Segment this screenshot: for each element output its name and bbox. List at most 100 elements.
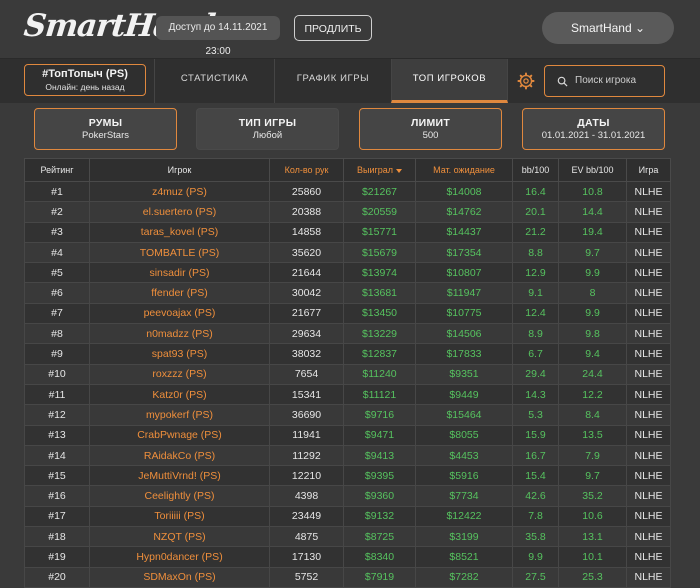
- cell-player[interactable]: z4muz (PS): [89, 180, 270, 203]
- cell-ev: $10775: [415, 302, 513, 325]
- tab-bar: #ТопТопыч (PS) Онлайн: день назад СТАТИС…: [0, 58, 700, 103]
- filter-limit[interactable]: ЛИМИТ 500: [359, 108, 502, 150]
- player-search-input[interactable]: Поиск игрока: [544, 65, 665, 97]
- cell-bb100: 7.8: [512, 505, 559, 528]
- table-row[interactable]: #20 SDMaxOn (PS) 5752 $7919 $7282 27.5 25.3 NLH…: [24, 566, 671, 588]
- table-row[interactable]: #5 sinsadir (PS) 21644 $13974 $10807 12.9 9.9 N…: [24, 262, 671, 284]
- cell-player[interactable]: Hypn0dancer (PS): [89, 546, 270, 568]
- filter-limit-title: ЛИМИТ: [410, 117, 451, 129]
- user-menu-button[interactable]: SmartHand ⌄: [542, 12, 674, 44]
- cell-player[interactable]: Toriiiii (PS): [89, 505, 270, 528]
- cell-ev: $14008: [415, 180, 513, 203]
- cell-game: NLHE: [626, 546, 671, 568]
- table-row[interactable]: #14 RAidakCo (PS) 11292 $9413 $4453 16.7 7.9 NL…: [24, 444, 671, 467]
- filter-rooms-value: PokerStars: [82, 130, 129, 141]
- table-row[interactable]: #12 mypokerf (PS) 36690 $9716 $15464 5.3 8.4 NL…: [24, 404, 671, 426]
- cell-player[interactable]: ffender (PS): [89, 282, 270, 304]
- table-row[interactable]: #7 peevoajax (PS) 21677 $13450 $10775 12.4 9.9…: [24, 302, 671, 325]
- filter-game-type[interactable]: ТИП ИГРЫ Любой: [196, 108, 339, 150]
- cell-game: NLHE: [626, 241, 671, 264]
- table-row[interactable]: #15 JeMuttiVrnd! (PS) 12210 $9395 $5916 15.4 9…: [24, 465, 671, 487]
- col-bb100[interactable]: bb/100: [512, 158, 559, 182]
- table-row[interactable]: #19 Hypn0dancer (PS) 17130 $8340 $8521 9.9 10.…: [24, 546, 671, 568]
- cell-ev: $8521: [415, 546, 513, 568]
- filter-rooms[interactable]: РУМЫ PokerStars: [34, 108, 177, 150]
- cell-bb100: 42.6: [512, 485, 559, 507]
- gear-icon[interactable]: [517, 72, 535, 90]
- cell-player[interactable]: Katz0r (PS): [89, 383, 270, 406]
- cell-ev-bb100: 9.7: [558, 465, 627, 487]
- col-ev-bb100[interactable]: EV bb/100: [558, 158, 627, 182]
- tab-top-players[interactable]: ТОП ИГРОКОВ: [391, 59, 508, 103]
- col-game[interactable]: Игра: [626, 158, 671, 182]
- cell-hands: 35620: [269, 241, 344, 264]
- extend-button[interactable]: ПРОДЛИТЬ: [294, 15, 372, 41]
- cell-hands: 7654: [269, 363, 344, 385]
- cell-rank: #16: [24, 485, 90, 507]
- filter-rooms-title: РУМЫ: [88, 117, 123, 129]
- col-rating[interactable]: Рейтинг: [24, 158, 90, 182]
- table-row[interactable]: #3 taras_kovel (PS) 14858 $15771 $14437 21.2 1…: [24, 221, 671, 243]
- cell-player[interactable]: JeMuttiVrnd! (PS): [89, 465, 270, 487]
- cell-player[interactable]: sinsadir (PS): [89, 262, 270, 284]
- cell-rank: #19: [24, 546, 90, 568]
- cell-ev-bb100: 19.4: [558, 221, 627, 243]
- cell-bb100: 8.9: [512, 323, 559, 345]
- table-row[interactable]: #13 CrabPwnage (PS) 11941 $9471 $8055 15.9 13.…: [24, 424, 671, 446]
- table-row[interactable]: #17 Toriiiii (PS) 23449 $9132 $12422 7.8 10.6 N…: [24, 505, 671, 528]
- cell-player[interactable]: NZQT (PS): [89, 526, 270, 548]
- col-hands[interactable]: Кол-во рук: [269, 158, 344, 182]
- cell-won: $13229: [343, 323, 416, 345]
- cell-ev: $14506: [415, 323, 513, 345]
- cell-player[interactable]: roxzzz (PS): [89, 363, 270, 385]
- cell-game: NLHE: [626, 282, 671, 304]
- col-ev[interactable]: Мат. ожидание: [415, 158, 513, 182]
- cell-player[interactable]: RAidakCo (PS): [89, 444, 270, 467]
- table-body: #1 z4muz (PS) 25860 $21267 $14008 16.4 10.8 NLH…: [24, 180, 671, 588]
- cell-bb100: 16.4: [512, 180, 559, 203]
- col-won-label: Выиграл: [356, 165, 394, 175]
- table-row[interactable]: #4 TOMBATLE (PS) 35620 $15679 $17354 8.8 9.7 NL…: [24, 241, 671, 264]
- cell-rank: #6: [24, 282, 90, 304]
- cell-player[interactable]: el.suertero (PS): [89, 201, 270, 223]
- cell-player[interactable]: n0madzz (PS): [89, 323, 270, 345]
- cell-game: NLHE: [626, 180, 671, 203]
- player-nick: #ТопТопыч (PS): [42, 68, 128, 80]
- table-row[interactable]: #18 NZQT (PS) 4875 $8725 $3199 35.8 13.1 NLHE: [24, 526, 671, 548]
- table-row[interactable]: #10 roxzzz (PS) 7654 $11240 $9351 29.4 24.4 NLH…: [24, 363, 671, 385]
- table-row[interactable]: #11 Katz0r (PS) 15341 $11121 $9449 14.3 12.2 NL…: [24, 383, 671, 406]
- cell-bb100: 6.7: [512, 343, 559, 365]
- cell-ev: $3199: [415, 526, 513, 548]
- table-row[interactable]: #8 n0madzz (PS) 29634 $13229 $14506 8.9 9.8 NLH…: [24, 323, 671, 345]
- cell-player[interactable]: TOMBATLE (PS): [89, 241, 270, 264]
- cell-ev-bb100: 9.9: [558, 262, 627, 284]
- cell-player[interactable]: peevoajax (PS): [89, 302, 270, 325]
- cell-player[interactable]: CrabPwnage (PS): [89, 424, 270, 446]
- cell-won: $13974: [343, 262, 416, 284]
- cell-ev: $12422: [415, 505, 513, 528]
- col-player[interactable]: Игрок: [89, 158, 270, 182]
- table-row[interactable]: #1 z4muz (PS) 25860 $21267 $14008 16.4 10.8 NLH…: [24, 180, 671, 203]
- col-won[interactable]: Выиграл: [343, 158, 416, 182]
- cell-rank: #20: [24, 566, 90, 588]
- cell-player[interactable]: mypokerf (PS): [89, 404, 270, 426]
- cell-player[interactable]: Ceelightly (PS): [89, 485, 270, 507]
- cell-ev: $9449: [415, 383, 513, 406]
- table-row[interactable]: #16 Ceelightly (PS) 4398 $9360 $7734 42.6 35.2…: [24, 485, 671, 507]
- cell-game: NLHE: [626, 262, 671, 284]
- player-card[interactable]: #ТопТопыч (PS) Онлайн: день назад: [24, 64, 146, 96]
- cell-won: $9360: [343, 485, 416, 507]
- cell-player[interactable]: SDMaxOn (PS): [89, 566, 270, 588]
- tab-game-chart[interactable]: ГРАФИК ИГРЫ: [274, 59, 391, 103]
- table-row[interactable]: #6 ffender (PS) 30042 $13681 $11947 9.1 8 NLHE: [24, 282, 671, 304]
- cell-player[interactable]: spat93 (PS): [89, 343, 270, 365]
- tab-statistics[interactable]: СТАТИСТИКА: [154, 59, 274, 103]
- filter-dates[interactable]: ДАТЫ 01.01.2021 - 31.01.2021: [522, 108, 665, 150]
- cell-rank: #7: [24, 302, 90, 325]
- access-until-badge: Доступ до 14.11.2021 23:00: [156, 16, 280, 57]
- cell-won: $15679: [343, 241, 416, 264]
- cell-ev: $8055: [415, 424, 513, 446]
- table-row[interactable]: #9 spat93 (PS) 38032 $12837 $17833 6.7 9.4 NLHE: [24, 343, 671, 365]
- table-row[interactable]: #2 el.suertero (PS) 20388 $20559 $14762 20.1 1…: [24, 201, 671, 223]
- cell-player[interactable]: taras_kovel (PS): [89, 221, 270, 243]
